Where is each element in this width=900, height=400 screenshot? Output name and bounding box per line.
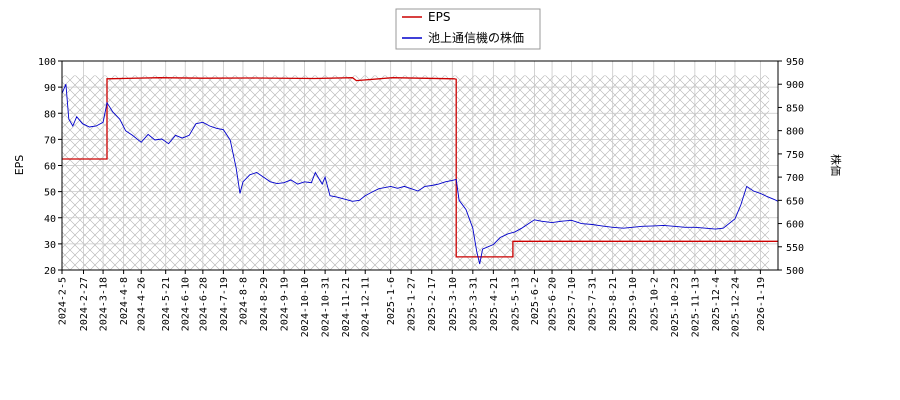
x-tick-label: 2024-12-11 xyxy=(361,277,372,337)
legend-label-price: 池上通信機の株価 xyxy=(428,30,524,45)
left-axis-label: EPS xyxy=(13,155,26,176)
x-tick-label: 2025-3-31 xyxy=(468,277,479,331)
x-tick-label: 2024-10-10 xyxy=(300,277,311,337)
eps-line xyxy=(62,77,778,258)
x-tick-label: 2024-11-21 xyxy=(341,277,352,337)
x-tick-label: 2024-6-28 xyxy=(198,277,209,331)
x-tick-label: 2025-10-23 xyxy=(670,277,681,337)
right-tick-label: 800 xyxy=(786,127,804,138)
x-tick-label: 2025-1-6 xyxy=(386,277,397,325)
x-tick-label: 2025-2-17 xyxy=(427,277,438,331)
x-tick-label: 2024-10-31 xyxy=(321,277,332,337)
right-tick-label: 850 xyxy=(786,103,804,114)
x-tick-label: 2024-5-21 xyxy=(161,277,172,331)
x-tick-label: 2025-12-4 xyxy=(711,277,722,331)
right-tick-label: 600 xyxy=(786,220,804,231)
left-tick-label: 20 xyxy=(44,266,56,277)
x-tick-label: 2025-3-10 xyxy=(448,277,459,331)
x-tick-label: 2025-9-10 xyxy=(628,277,639,331)
x-tick-label: 2024-7-19 xyxy=(219,277,230,331)
right-tick-label: 550 xyxy=(786,243,804,254)
x-tick-label: 2025-11-13 xyxy=(690,277,701,337)
series-group xyxy=(62,77,778,265)
x-tick-label: 2025-10-2 xyxy=(649,277,660,331)
x-tick-label: 2025-8-21 xyxy=(608,277,619,331)
x-tick-label: 2025-12-24 xyxy=(730,277,741,337)
right-tick-label: 650 xyxy=(786,196,804,207)
x-tick-label: 2024-4-8 xyxy=(119,277,130,325)
x-tick-label: 2024-3-18 xyxy=(99,277,110,331)
left-tick-label: 100 xyxy=(38,57,56,68)
x-axis: 2024-2-5 2024-2-27 2024-3-18 2024-4-8 2024-4… xyxy=(58,270,767,337)
hatch-area xyxy=(62,75,770,271)
left-axis: 20 30 40 50 60 70 80 90 100 xyxy=(38,57,62,277)
left-tick-label: 70 xyxy=(44,135,56,146)
right-tick-label: 900 xyxy=(786,80,804,91)
x-tick-label: 2026-1-19 xyxy=(756,277,767,331)
left-tick-label: 60 xyxy=(44,162,56,173)
x-tick-label: 2024-4-26 xyxy=(137,277,148,331)
x-tick-label: 2024-9-19 xyxy=(280,277,291,331)
x-tick-label: 2025-1-27 xyxy=(407,277,418,331)
right-axis-label: 株価 xyxy=(829,154,843,176)
legend-box xyxy=(395,8,541,50)
left-tick-label: 50 xyxy=(44,188,56,199)
left-tick-label: 30 xyxy=(44,240,56,251)
right-axis: 500 550 600 650 700 750 800 850 900 950 xyxy=(778,57,804,277)
right-tick-label: 500 xyxy=(786,266,804,277)
x-tick-label: 2024-6-10 xyxy=(181,277,192,331)
right-tick-label: 700 xyxy=(786,173,804,184)
left-tick-label: 90 xyxy=(44,83,56,94)
stock-price-line xyxy=(62,84,778,265)
right-tick-label: 950 xyxy=(786,57,804,68)
x-tick-label: 2025-7-31 xyxy=(588,277,599,331)
x-tick-label: 2025-4-21 xyxy=(489,277,500,331)
hatch-region xyxy=(62,75,770,271)
x-tick-label: 2025-7-10 xyxy=(567,277,578,331)
left-tick-label: 80 xyxy=(44,109,56,120)
right-tick-label: 750 xyxy=(786,150,804,161)
left-tick-label: 40 xyxy=(44,214,56,225)
x-tick-label: 2025-6-2 xyxy=(530,277,541,325)
x-tick-label: 2024-2-27 xyxy=(79,277,90,331)
x-tick-label: 2024-8-8 xyxy=(238,277,249,325)
legend: EPS 池上通信機の株価 xyxy=(395,8,541,50)
legend-label-eps: EPS xyxy=(428,10,450,24)
x-tick-label: 2025-6-20 xyxy=(548,277,559,331)
x-tick-label: 2025-5-13 xyxy=(510,277,521,331)
x-tick-label: 2024-2-5 xyxy=(58,277,69,325)
x-tick-label: 2024-8-29 xyxy=(259,277,270,331)
